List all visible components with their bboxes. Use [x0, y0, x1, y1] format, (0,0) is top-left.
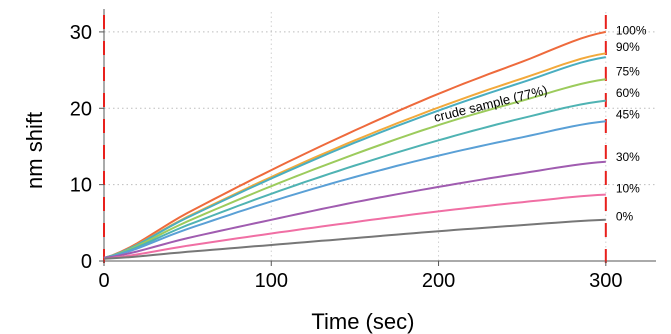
series-line — [103, 99, 606, 259]
series-end-labels: 100% 90% 75% 60% 45% 30% 10% 0% — [616, 23, 647, 223]
series-end-label: 45% — [616, 107, 640, 121]
chart-axes — [103, 9, 656, 262]
series-line — [103, 56, 606, 259]
y-tick-label: 20 — [70, 98, 92, 120]
dashed-markers — [103, 4, 607, 263]
series-line — [103, 120, 606, 259]
x-tick-label: 100 — [255, 270, 288, 292]
series-line — [103, 30, 607, 259]
x-tick-label: 300 — [589, 270, 622, 292]
series-end-label: 10% — [616, 181, 640, 195]
x-tick-label: 200 — [422, 270, 455, 292]
chart-grid — [104, 9, 656, 261]
series-line — [103, 218, 606, 260]
y-tick-label: 0 — [81, 251, 92, 273]
x-axis-title: Time (sec) — [311, 309, 414, 334]
series-line — [103, 52, 606, 259]
series-end-label: 60% — [616, 86, 640, 100]
series-end-label: 90% — [616, 40, 640, 54]
x-tick-label: 0 — [98, 270, 109, 292]
y-axis-title: nm shift — [22, 112, 47, 189]
tick-labels: 0 100 200 300 0 10 20 30 — [70, 22, 623, 292]
series-end-label: 75% — [616, 65, 640, 79]
y-tick-label: 30 — [70, 22, 92, 44]
series-end-label: 30% — [616, 150, 640, 164]
series-end-label: 100% — [616, 23, 647, 37]
series-end-label: 0% — [616, 210, 634, 224]
chart-series — [103, 30, 607, 260]
series-line — [103, 160, 606, 259]
y-tick-label: 10 — [70, 175, 92, 197]
series-line — [103, 193, 606, 260]
series-line — [103, 78, 606, 259]
